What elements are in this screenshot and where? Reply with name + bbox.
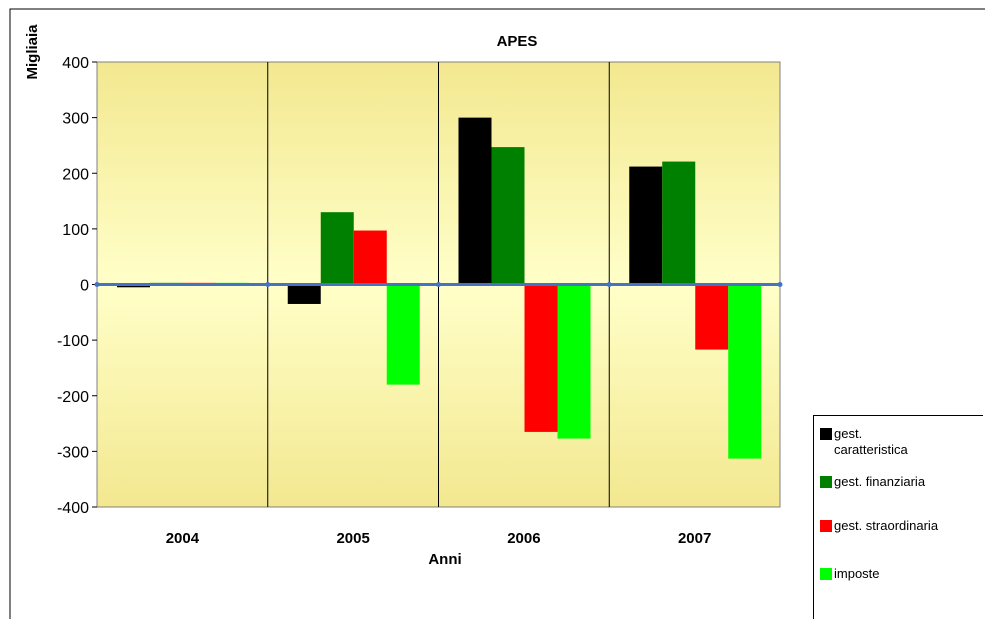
y-tick-label: 400: [62, 55, 89, 72]
legend-entry: gest. finanziaria: [820, 474, 984, 490]
legend-label: imposte: [834, 566, 880, 581]
legend-swatch: [820, 568, 832, 580]
bar: [629, 166, 663, 285]
legend-label: gest. caratteristica: [834, 426, 908, 457]
bar: [557, 284, 591, 439]
bar: [728, 284, 762, 459]
x-tick-label: 2005: [336, 530, 369, 547]
bar: [491, 147, 525, 285]
y-tick-label: 0: [80, 278, 89, 295]
legend-swatch: [820, 520, 832, 532]
legend-entry: gest. caratteristica: [820, 426, 914, 458]
legend-entry: imposte: [820, 566, 984, 582]
bar: [320, 212, 354, 285]
bar: [386, 284, 420, 385]
bar: [353, 230, 387, 285]
legend-swatch: [820, 428, 832, 440]
y-tick-label: -300: [57, 444, 89, 461]
y-tick-label: 300: [62, 111, 89, 128]
legend-swatch: [820, 476, 832, 488]
y-tick-label: 100: [62, 222, 89, 239]
axis-marker: [436, 282, 441, 287]
y-axis-title: Migliaia: [24, 24, 41, 80]
bar: [662, 161, 696, 285]
x-tick-label: 2004: [166, 530, 200, 547]
axis-marker: [265, 282, 271, 287]
x-axis-title: Anni: [428, 551, 461, 568]
bar: [524, 284, 558, 432]
bar: [458, 117, 492, 285]
axis-marker: [777, 282, 783, 287]
chart-title: APES: [497, 33, 538, 50]
y-tick-label: -400: [57, 500, 89, 517]
bar: [695, 284, 729, 350]
bar: [287, 284, 321, 304]
y-tick-label: -100: [57, 333, 89, 350]
axis-marker: [606, 282, 612, 287]
x-tick-label: 2007: [678, 530, 711, 547]
legend-entry: gest. straordinaria: [820, 518, 984, 534]
legend: gest. caratteristica gest. finanziaria ges…: [813, 415, 983, 619]
axis-marker: [94, 282, 100, 287]
y-tick-label: 200: [62, 166, 89, 183]
legend-label: gest. straordinaria: [834, 518, 939, 533]
legend-label: gest. finanziaria: [834, 474, 926, 489]
x-tick-label: 2006: [507, 530, 540, 547]
y-tick-label: -200: [57, 389, 89, 406]
